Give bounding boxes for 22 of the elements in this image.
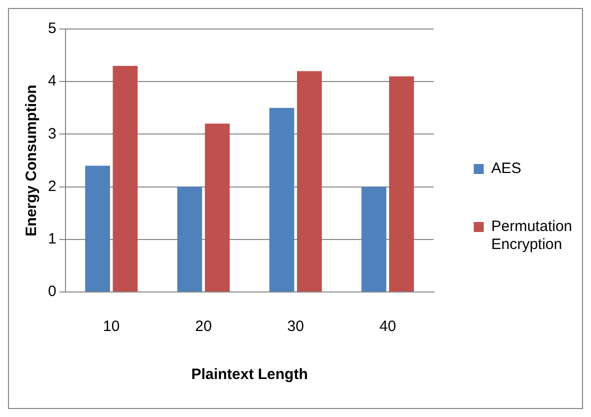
x-tick-label: 30 [287, 318, 304, 336]
bar [112, 66, 138, 292]
bar [269, 108, 294, 292]
x-tick-label: 20 [195, 318, 212, 336]
y-tick-label: 0 [48, 283, 56, 300]
bar [85, 166, 110, 292]
bar [361, 186, 386, 292]
y-tick-label: 3 [48, 125, 56, 142]
legend-label: Permutation Encryption [491, 218, 572, 254]
y-tick-label: 4 [48, 72, 56, 90]
x-axis-title: Plaintext Length [191, 366, 308, 384]
bar [389, 76, 414, 292]
bar [204, 124, 230, 292]
bar [296, 71, 322, 292]
y-tick-label: 5 [48, 20, 56, 38]
y-tick-label: 1 [48, 230, 56, 248]
bar [177, 186, 202, 292]
legend-label: AES [491, 160, 522, 178]
x-tick-label: 10 [103, 318, 120, 336]
y-axis-title: Energy Consumption [23, 84, 40, 236]
x-tick-label: 40 [379, 318, 396, 336]
y-tick-label: 2 [48, 178, 56, 195]
